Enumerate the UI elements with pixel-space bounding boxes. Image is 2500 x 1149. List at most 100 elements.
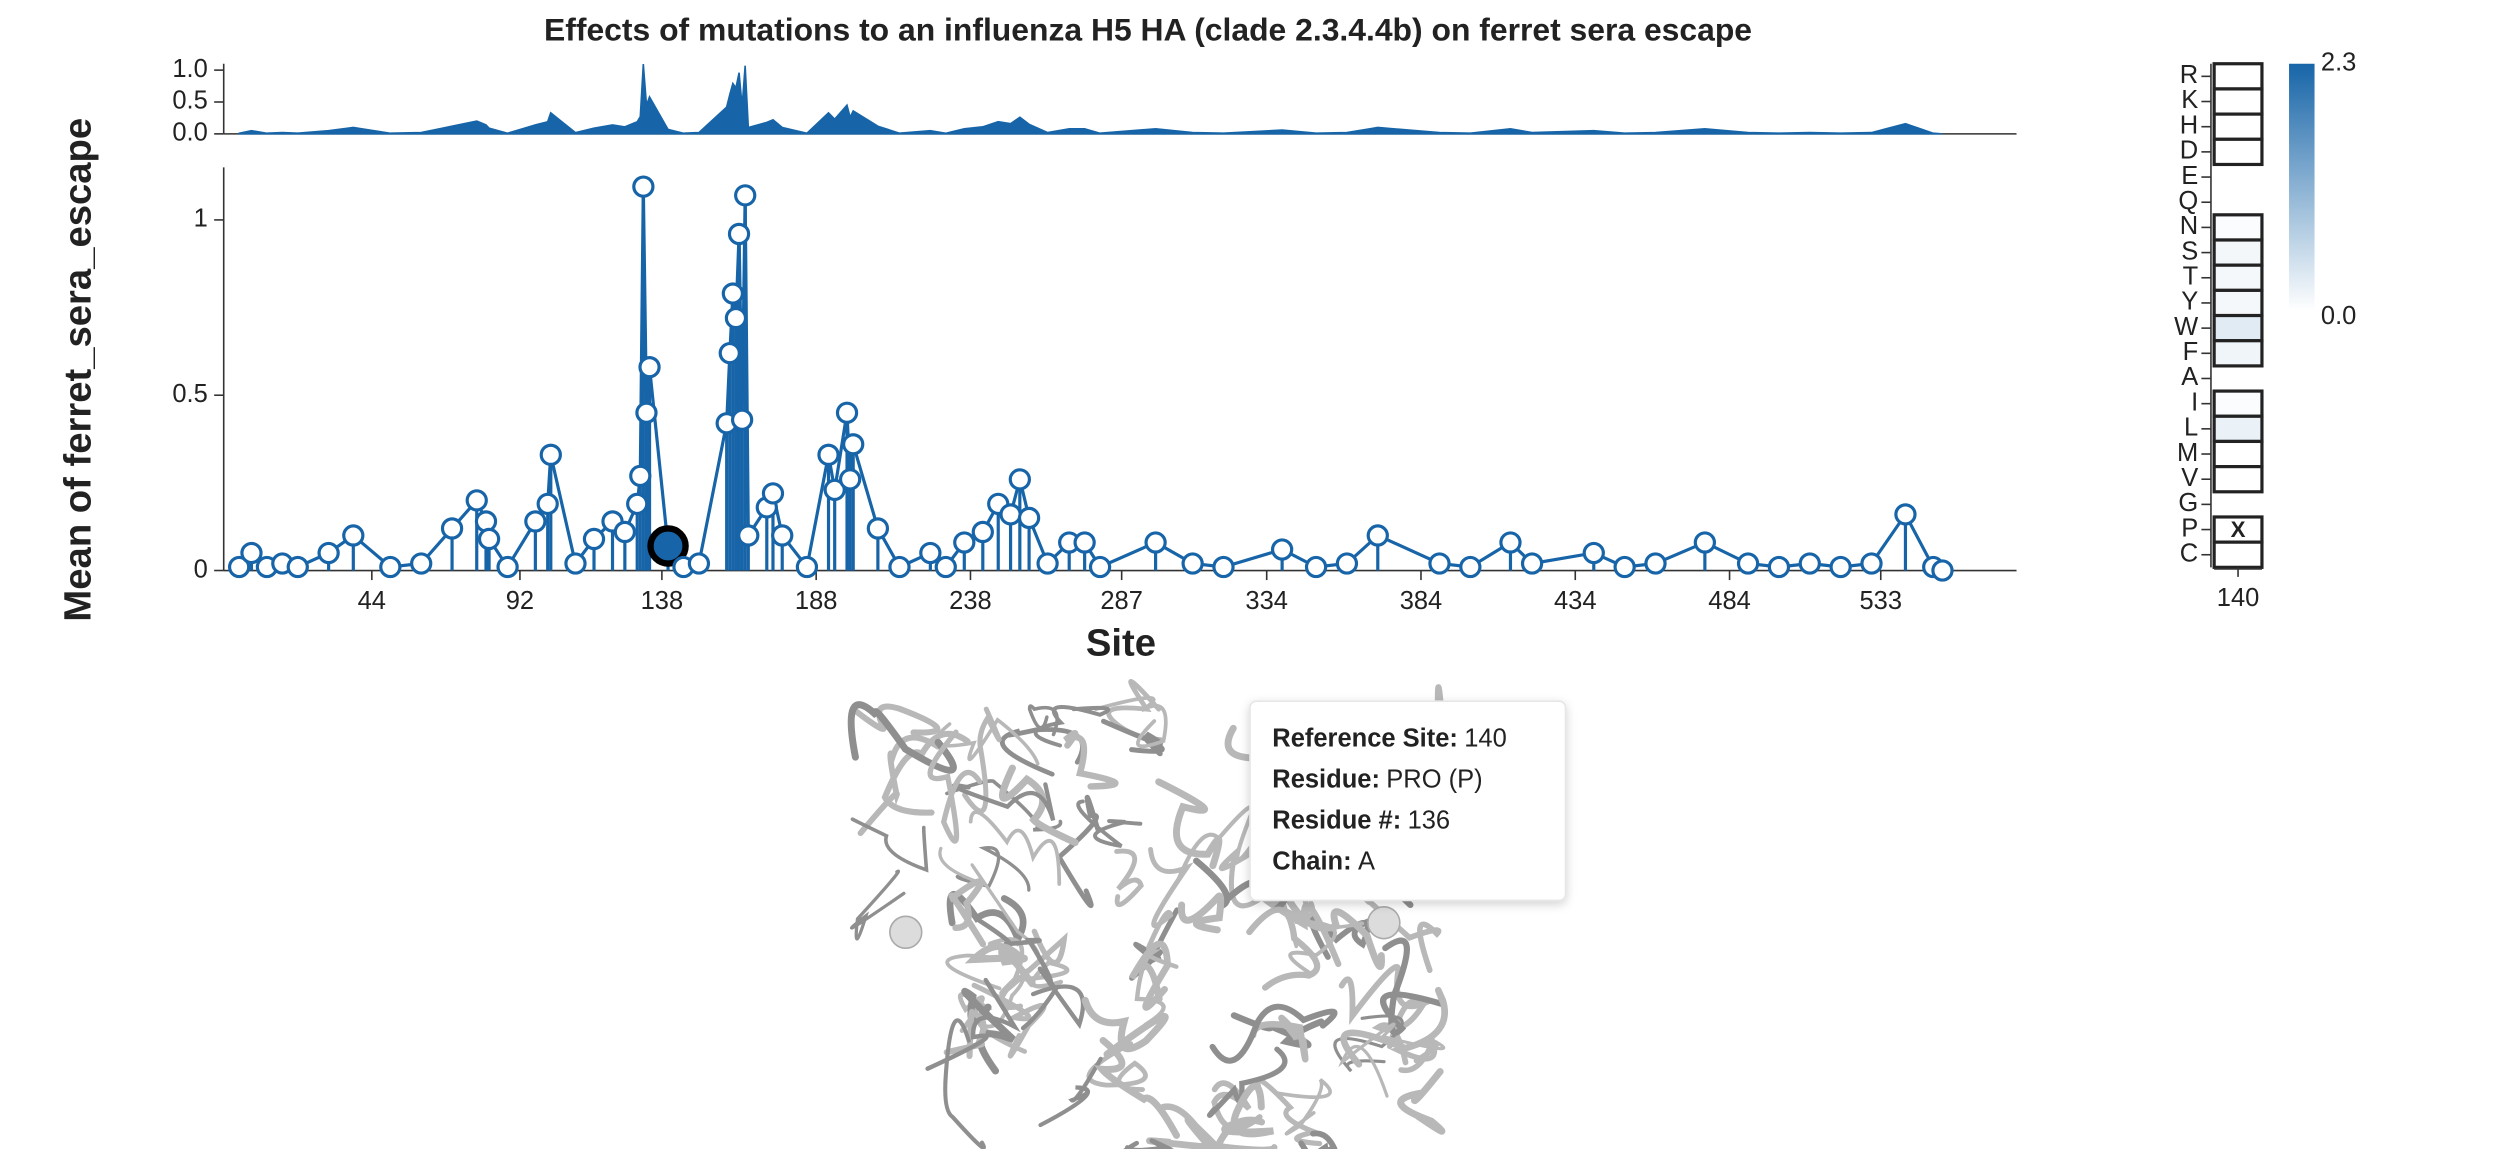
point bbox=[817, 443, 840, 466]
heatmap-cell bbox=[2212, 238, 2264, 267]
point bbox=[474, 510, 498, 533]
protein-ribbon bbox=[971, 982, 1047, 1059]
point bbox=[317, 541, 340, 565]
tooltip-value: A bbox=[1358, 847, 1375, 875]
heatmap-cell bbox=[2212, 137, 2264, 167]
heatmap-row-label: D bbox=[2180, 137, 2198, 165]
heatmap-row-label: Y bbox=[2181, 288, 2198, 316]
wildtype-marker: X bbox=[2231, 517, 2246, 542]
heatmap-row-label: G bbox=[2178, 489, 2198, 517]
point bbox=[410, 552, 433, 575]
protein-ribbon bbox=[1340, 986, 1448, 1068]
point bbox=[1366, 524, 1389, 547]
point bbox=[524, 510, 547, 533]
protein-ribbon bbox=[1397, 1068, 1446, 1135]
heatmap-row-label: H bbox=[2180, 111, 2198, 139]
point bbox=[240, 541, 263, 565]
protein-ribbon bbox=[1081, 996, 1169, 1058]
tooltip-value: 136 bbox=[1408, 806, 1451, 834]
point bbox=[866, 517, 890, 540]
point bbox=[1335, 552, 1359, 575]
point bbox=[1767, 555, 1791, 579]
tooltip-label: Chain: bbox=[1272, 847, 1351, 875]
heatmap-row-label: V bbox=[2181, 464, 2198, 492]
protein-ribbon bbox=[1274, 1078, 1332, 1136]
heatmap-row-label: E bbox=[2181, 162, 2198, 190]
x-tick-label: 238 bbox=[949, 587, 992, 615]
protein-ribbon bbox=[1033, 705, 1111, 748]
protein-ribbon bbox=[1246, 906, 1321, 991]
point bbox=[1644, 552, 1667, 575]
point bbox=[838, 468, 862, 491]
overview-y-tick-label: 0.0 bbox=[172, 119, 207, 147]
protein-ribbon bbox=[1106, 678, 1164, 742]
protein-ribbon bbox=[1101, 718, 1165, 757]
point bbox=[342, 524, 365, 547]
protein-ribbon bbox=[1155, 778, 1223, 870]
heatmap-cell bbox=[2212, 62, 2264, 91]
point bbox=[727, 222, 751, 246]
heatmap-cell bbox=[2212, 339, 2264, 368]
point bbox=[632, 175, 655, 198]
point bbox=[771, 524, 794, 547]
y-tick-label: 0 bbox=[194, 555, 208, 583]
heatmap-row-label: S bbox=[2181, 237, 2198, 265]
x-tick-label: 484 bbox=[1708, 587, 1751, 615]
point bbox=[440, 517, 464, 540]
heatmap-cell bbox=[2212, 313, 2264, 343]
point bbox=[953, 531, 976, 554]
point bbox=[638, 356, 661, 379]
protein-ribbon bbox=[1209, 1003, 1338, 1064]
protein-ribbon bbox=[850, 703, 941, 736]
point bbox=[496, 555, 519, 579]
point bbox=[1088, 555, 1112, 579]
point bbox=[477, 527, 501, 551]
heatmap-row-label: N bbox=[2180, 212, 2198, 240]
x-tick-label: 92 bbox=[506, 587, 534, 615]
protein-ribbon bbox=[1134, 949, 1179, 1028]
point bbox=[934, 555, 957, 579]
point bbox=[761, 482, 785, 505]
point bbox=[1894, 503, 1917, 526]
colorbar-tick-label: 2.3 bbox=[2321, 48, 2356, 76]
protein-ribbon bbox=[925, 977, 1021, 1071]
protein-ribbon bbox=[1093, 696, 1168, 749]
colorbar-tick-label: 0.0 bbox=[2321, 302, 2356, 330]
point bbox=[734, 184, 757, 207]
point bbox=[227, 555, 251, 579]
point bbox=[1582, 541, 1605, 565]
heatmap-row-label: F bbox=[2183, 338, 2199, 366]
point bbox=[1860, 552, 1883, 575]
point bbox=[1829, 555, 1852, 579]
x-tick-label: 44 bbox=[358, 587, 386, 615]
tooltip-row: Residue #: 136 bbox=[1272, 806, 1450, 834]
point bbox=[379, 555, 402, 579]
tooltip-value: 140 bbox=[1464, 724, 1507, 752]
protein-ribbon bbox=[1380, 937, 1446, 1036]
y-axis-title: Mean of ferret_sera_escape bbox=[56, 118, 99, 622]
point bbox=[1520, 552, 1544, 575]
tooltip-label: Residue: bbox=[1272, 765, 1380, 793]
point bbox=[626, 492, 649, 516]
point bbox=[888, 555, 911, 579]
protein-ribbon bbox=[1249, 1014, 1309, 1063]
protein-ribbon bbox=[1338, 964, 1433, 1025]
point bbox=[536, 492, 559, 516]
x-tick-label: 188 bbox=[795, 587, 838, 615]
heatmap-cell bbox=[2212, 389, 2264, 418]
heatmap-row-label: A bbox=[2181, 363, 2198, 391]
point bbox=[582, 527, 606, 551]
x-tick-label: 533 bbox=[1859, 587, 1902, 615]
heatmap-row-label: C bbox=[2180, 539, 2198, 567]
tooltip-row: Reference Site: 140 bbox=[1272, 724, 1506, 752]
tooltip-label: Reference Site: bbox=[1272, 724, 1458, 752]
protein-ribbon bbox=[1063, 730, 1119, 790]
point bbox=[999, 503, 1022, 526]
colorbar bbox=[2289, 63, 2315, 311]
protein-ribbon bbox=[1038, 1056, 1103, 1128]
heatmap-row-label: K bbox=[2181, 86, 2198, 114]
protein-ribbon bbox=[1282, 872, 1337, 975]
protein-ribbon bbox=[1178, 892, 1225, 934]
